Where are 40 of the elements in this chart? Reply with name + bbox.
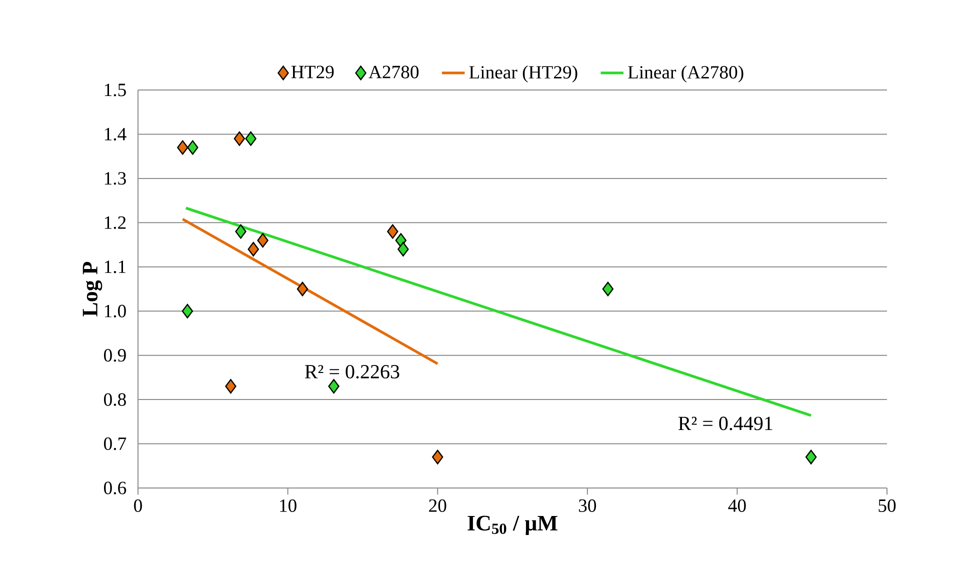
point [257, 233, 268, 248]
point [248, 242, 259, 256]
x-tick-label: 40 [728, 499, 746, 512]
point [234, 131, 246, 146]
legend-label: A2780 [368, 66, 419, 78]
y-axis-title: Log P [82, 262, 102, 316]
point [235, 224, 246, 239]
x-axis-title: IC$_{50}$ / µM [468, 516, 558, 536]
y-tick-label: 0.9 [104, 348, 126, 362]
y-tick-label: 1.0 [104, 304, 126, 318]
point [177, 140, 188, 155]
x-tick-label: 10 [280, 499, 296, 512]
point [398, 242, 409, 256]
x-tick-label: 0 [134, 499, 142, 512]
legend-label: HT29 [291, 66, 334, 78]
y-tick-label: 0.7 [104, 437, 126, 450]
y-tick-label: 1.2 [104, 216, 126, 229]
x-tick-label: 20 [429, 499, 446, 512]
x-tick-label: 50 [878, 499, 896, 512]
annotation: R² = 0.2263 [304, 364, 400, 379]
point [182, 304, 194, 318]
annotation: R² = 0.4491 [678, 416, 772, 430]
point [602, 282, 614, 296]
y-tick-label: 1.4 [104, 128, 126, 141]
point [245, 131, 256, 146]
point [387, 224, 398, 239]
y-tick-label: 1.3 [104, 172, 126, 185]
legend-label: Linear (HT29) [469, 65, 578, 82]
y-tick-label: 0.6 [104, 482, 126, 494]
point [187, 140, 198, 155]
y-tick-label: 0.8 [104, 393, 126, 406]
point [805, 450, 817, 464]
point [328, 379, 340, 394]
point [296, 282, 308, 296]
y-tick-label: 1.1 [104, 260, 126, 274]
legend-label: Linear (A2780) [628, 65, 744, 82]
point [432, 450, 444, 464]
y-tick-label: 1.5 [104, 84, 126, 96]
x-tick-label: 30 [578, 499, 596, 512]
point [225, 379, 236, 394]
